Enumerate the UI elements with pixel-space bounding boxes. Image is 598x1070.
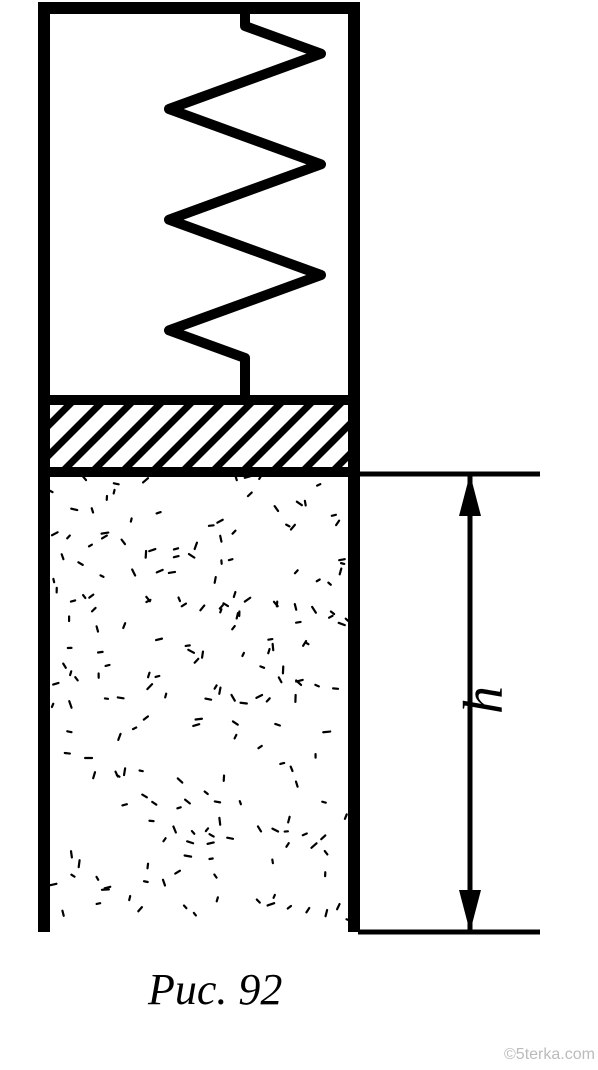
watermark: ©5terka.com: [504, 1046, 595, 1064]
physics-figure: h: [0, 0, 598, 980]
dimension-label: h: [453, 686, 515, 714]
figure-caption: Рис. 92: [148, 964, 282, 1015]
